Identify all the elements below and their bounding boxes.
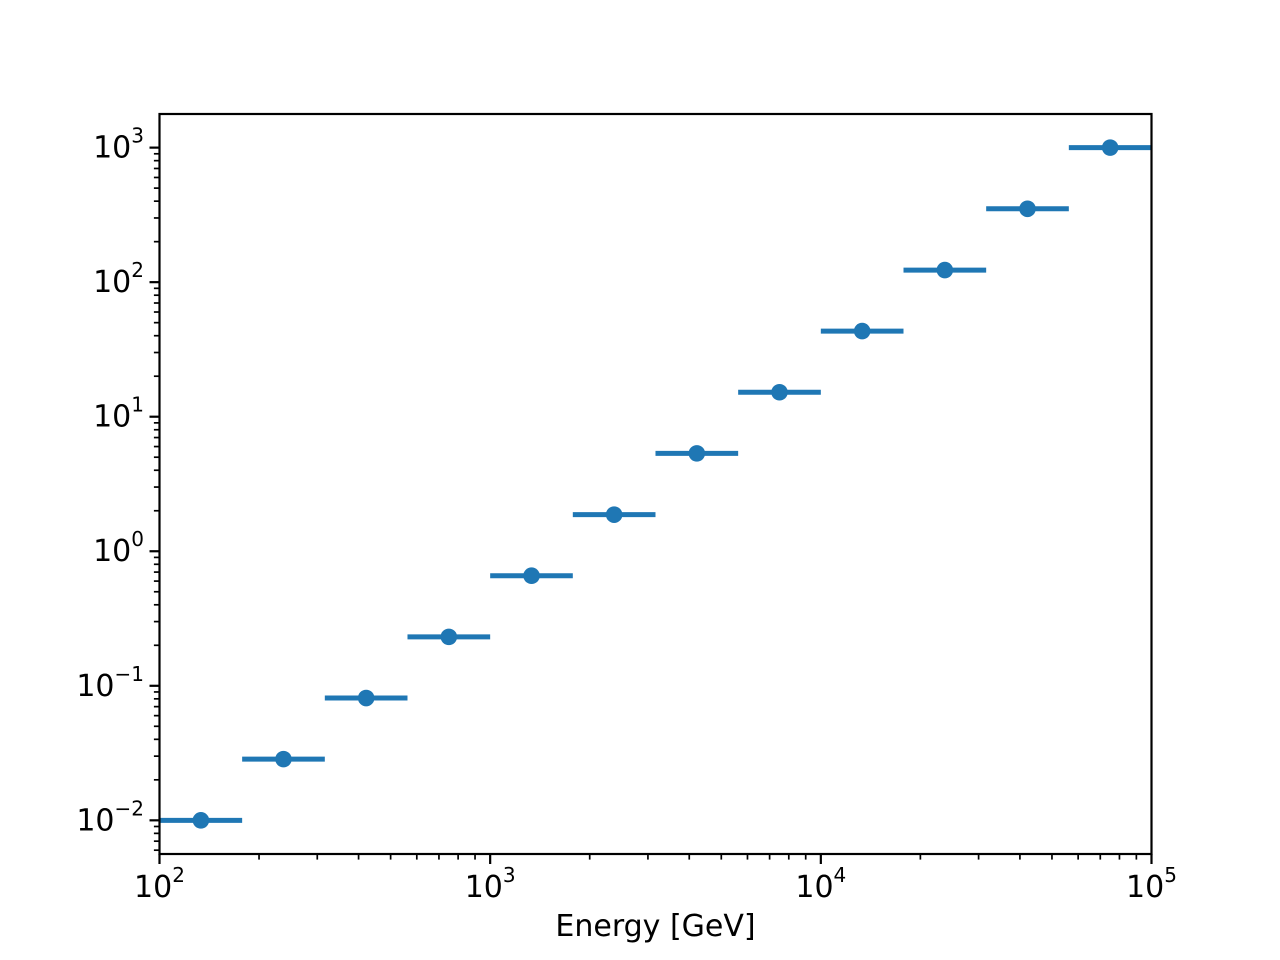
data-point (853, 322, 871, 340)
y-tick-label: 101 (93, 393, 144, 435)
y-tick-label: 100 (93, 527, 144, 569)
minor-ticks (153, 152, 1138, 860)
data-point (936, 261, 954, 279)
data-point (523, 567, 540, 585)
data-point (275, 750, 292, 768)
x-tick-label: 102 (134, 863, 185, 905)
tick-labels: 102 103 104 105 10−2 10−1 100 101 102 103 (76, 124, 1177, 905)
major-ticks (149, 146, 1153, 864)
data-point (192, 812, 210, 829)
data-point (1019, 200, 1036, 218)
data-point (605, 506, 623, 523)
x-axis-label: Energy [GeV] (555, 909, 755, 944)
y-tick-label: 10−1 (76, 662, 144, 704)
y-tick-label: 102 (93, 258, 144, 300)
x-tick-label: 103 (465, 863, 516, 905)
data-series (159, 139, 1152, 829)
data-point (771, 383, 788, 401)
x-tick-label: 105 (1126, 863, 1177, 905)
y-tick-label: 10−2 (76, 796, 144, 838)
data-point (357, 689, 375, 707)
plot-area-border (158, 112, 1153, 856)
x-tick-label: 104 (795, 863, 846, 905)
y-tick-label: 103 (93, 124, 144, 166)
data-point (440, 628, 458, 646)
data-point (688, 445, 706, 462)
data-point (1101, 139, 1119, 156)
